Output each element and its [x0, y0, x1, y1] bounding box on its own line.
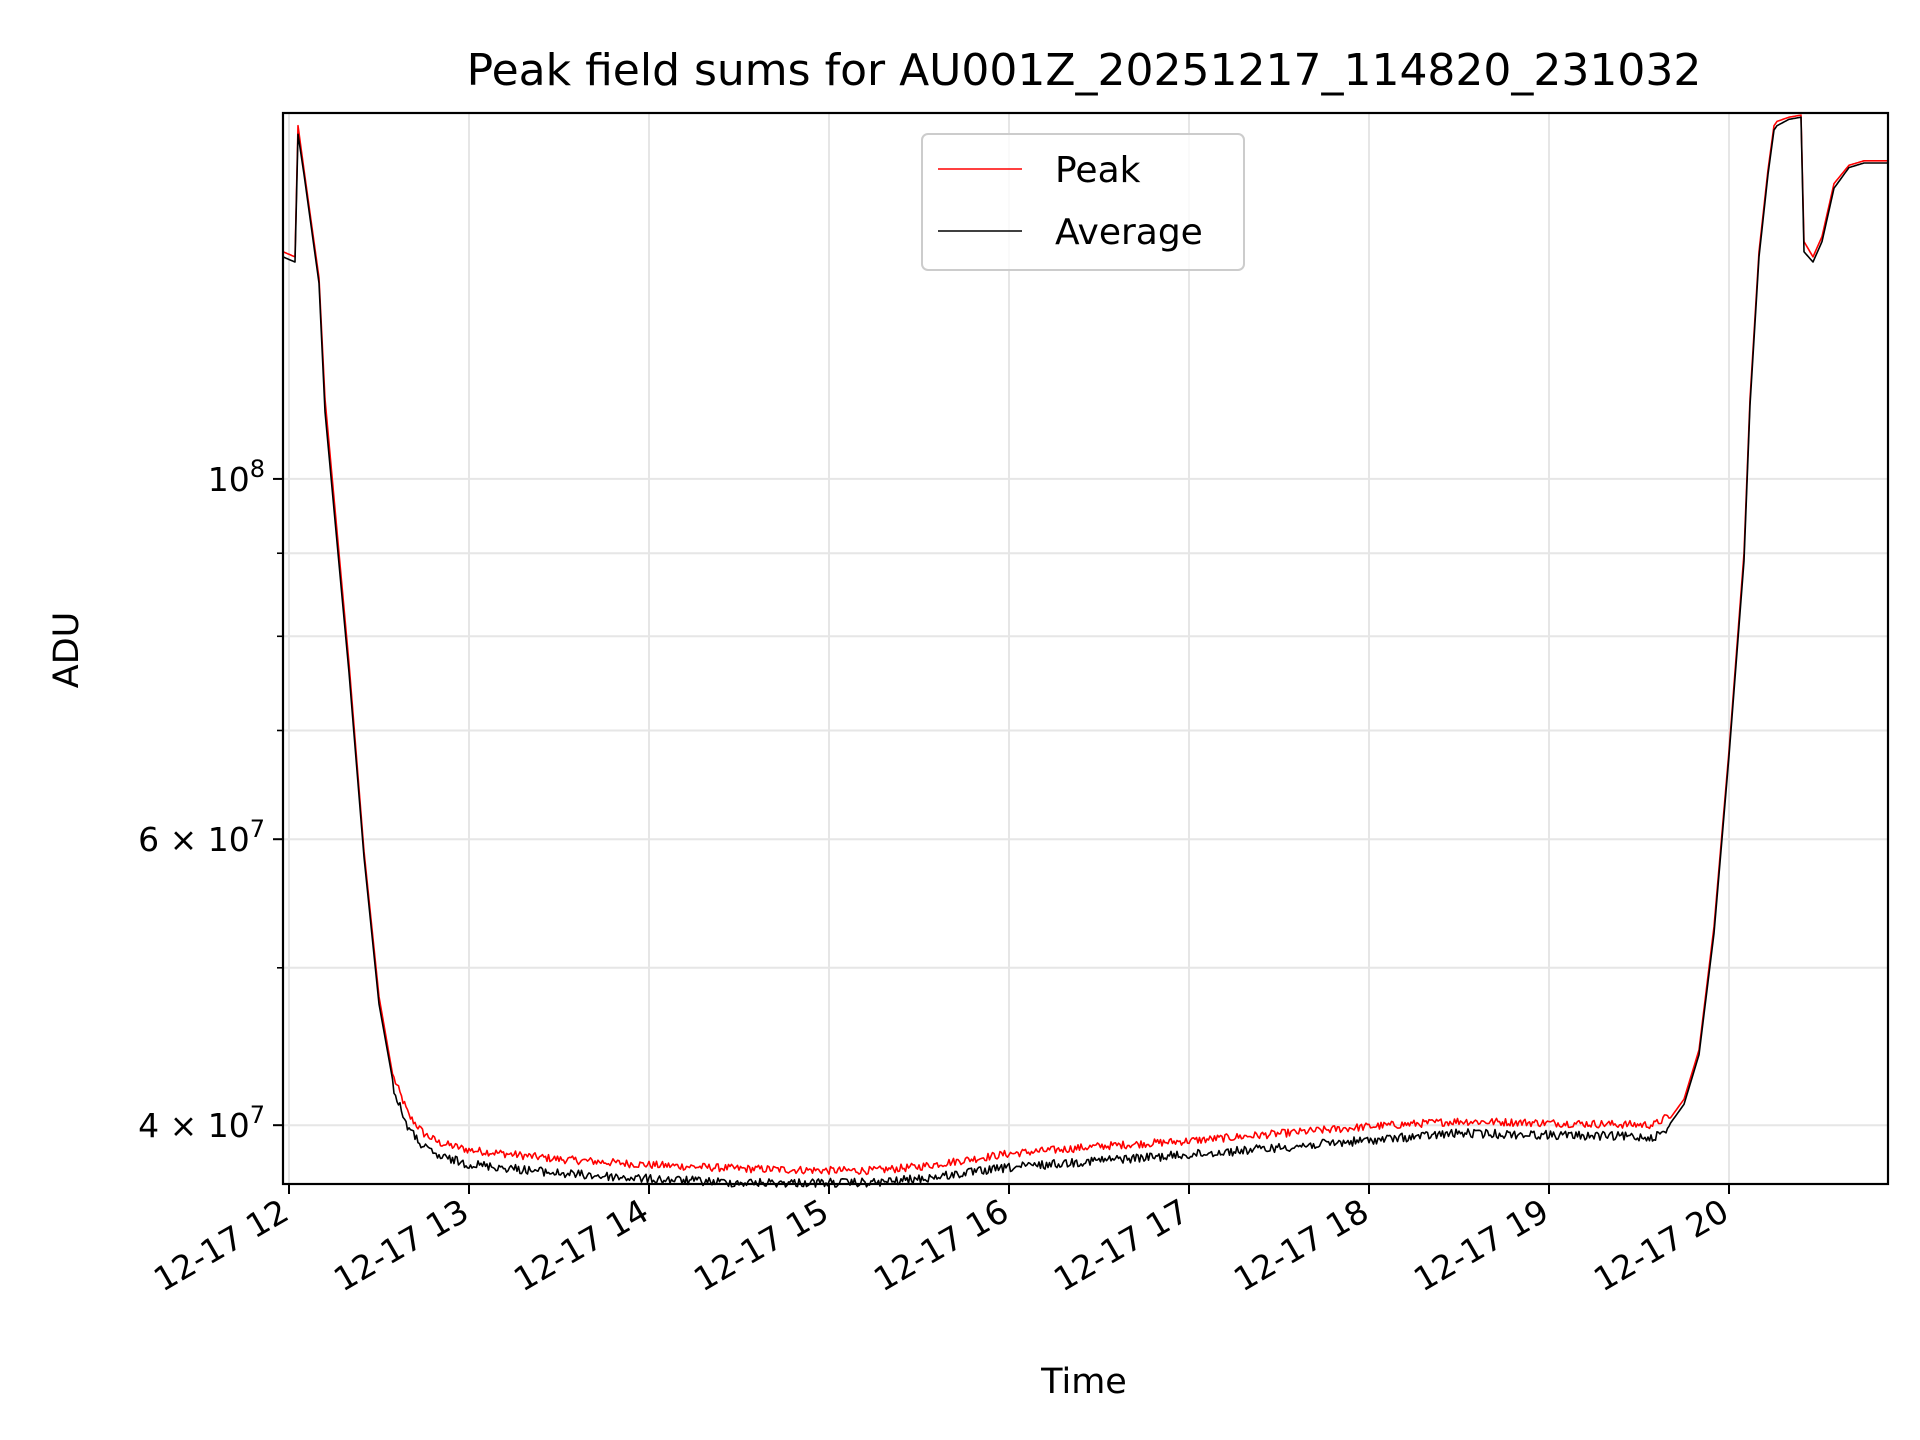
- y-tick-label: 4 × 107: [138, 1101, 265, 1145]
- legend-box: [921, 133, 1245, 271]
- y-axis-title: ADU: [47, 612, 87, 689]
- chart-title: Peak field sums for AU001Z_20251217_1148…: [467, 45, 1702, 96]
- legend-label-average: Average: [1055, 212, 1203, 253]
- series-line-peak: [282, 114, 1888, 1176]
- series-line-average: [282, 116, 1888, 1188]
- legend-label-peak: Peak: [1055, 150, 1141, 191]
- y-tick-label: 6 × 107: [138, 815, 265, 859]
- y-axis-ticks: 4 × 107 6 × 107 108: [138, 455, 283, 1145]
- y-tick-label: 108: [208, 455, 265, 499]
- series-layer: [282, 114, 1888, 1188]
- x-axis-title: Time: [1040, 1362, 1127, 1402]
- plot-frame: [281, 111, 1890, 1186]
- legend: Peak Average: [921, 133, 1245, 271]
